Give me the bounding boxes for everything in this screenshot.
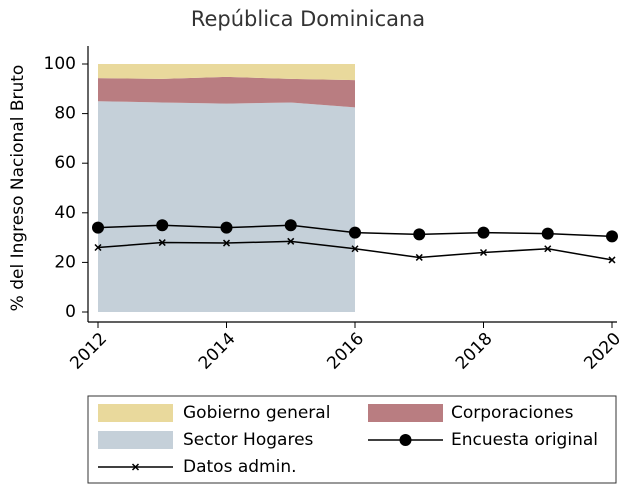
legend-label: Datos admin. [183,457,297,477]
marker [222,239,231,247]
area [98,76,355,108]
x-tick-label: 2018 [452,329,497,374]
marker [477,226,490,239]
y-axis-label: % del Ingreso Nacional Bruto [8,65,28,312]
legend-swatch [98,404,173,422]
marker [94,243,102,252]
marker [608,256,616,264]
legend-label: Gobierno general [183,403,330,423]
y-tick-label: 80 [54,104,76,124]
legend-swatch [368,404,443,422]
marker [156,219,169,232]
legend-label: Sector Hogares [183,430,314,450]
marker [351,245,359,253]
legend-label: Encuesta original [451,430,598,450]
legend-label: Corporaciones [451,403,574,423]
y-tick-label: 0 [65,302,76,322]
marker [92,221,104,234]
marker [544,245,552,253]
x-tick-label: 2012 [66,329,111,374]
marker [399,434,412,446]
marker [606,230,618,243]
x-tick-label: 2020 [580,329,619,374]
y-tick-label: 100 [44,54,76,74]
marker [287,237,295,245]
x-tick-label: 2014 [195,329,240,374]
marker [415,253,423,261]
y-tick-label: 60 [54,153,76,173]
y-tick-label: 20 [54,252,76,272]
chart-title: República Dominicana [191,7,425,31]
marker [131,463,140,471]
x-tick-label: 2016 [323,329,368,374]
marker [349,226,361,239]
area [98,101,355,312]
legend-swatch [98,431,173,449]
marker [541,227,554,240]
marker [413,228,426,241]
marker [284,219,297,232]
legend-box [87,395,617,484]
marker [158,239,166,247]
y-tick-label: 40 [54,203,76,223]
marker [479,248,488,257]
area [98,64,355,81]
marker [220,221,233,234]
